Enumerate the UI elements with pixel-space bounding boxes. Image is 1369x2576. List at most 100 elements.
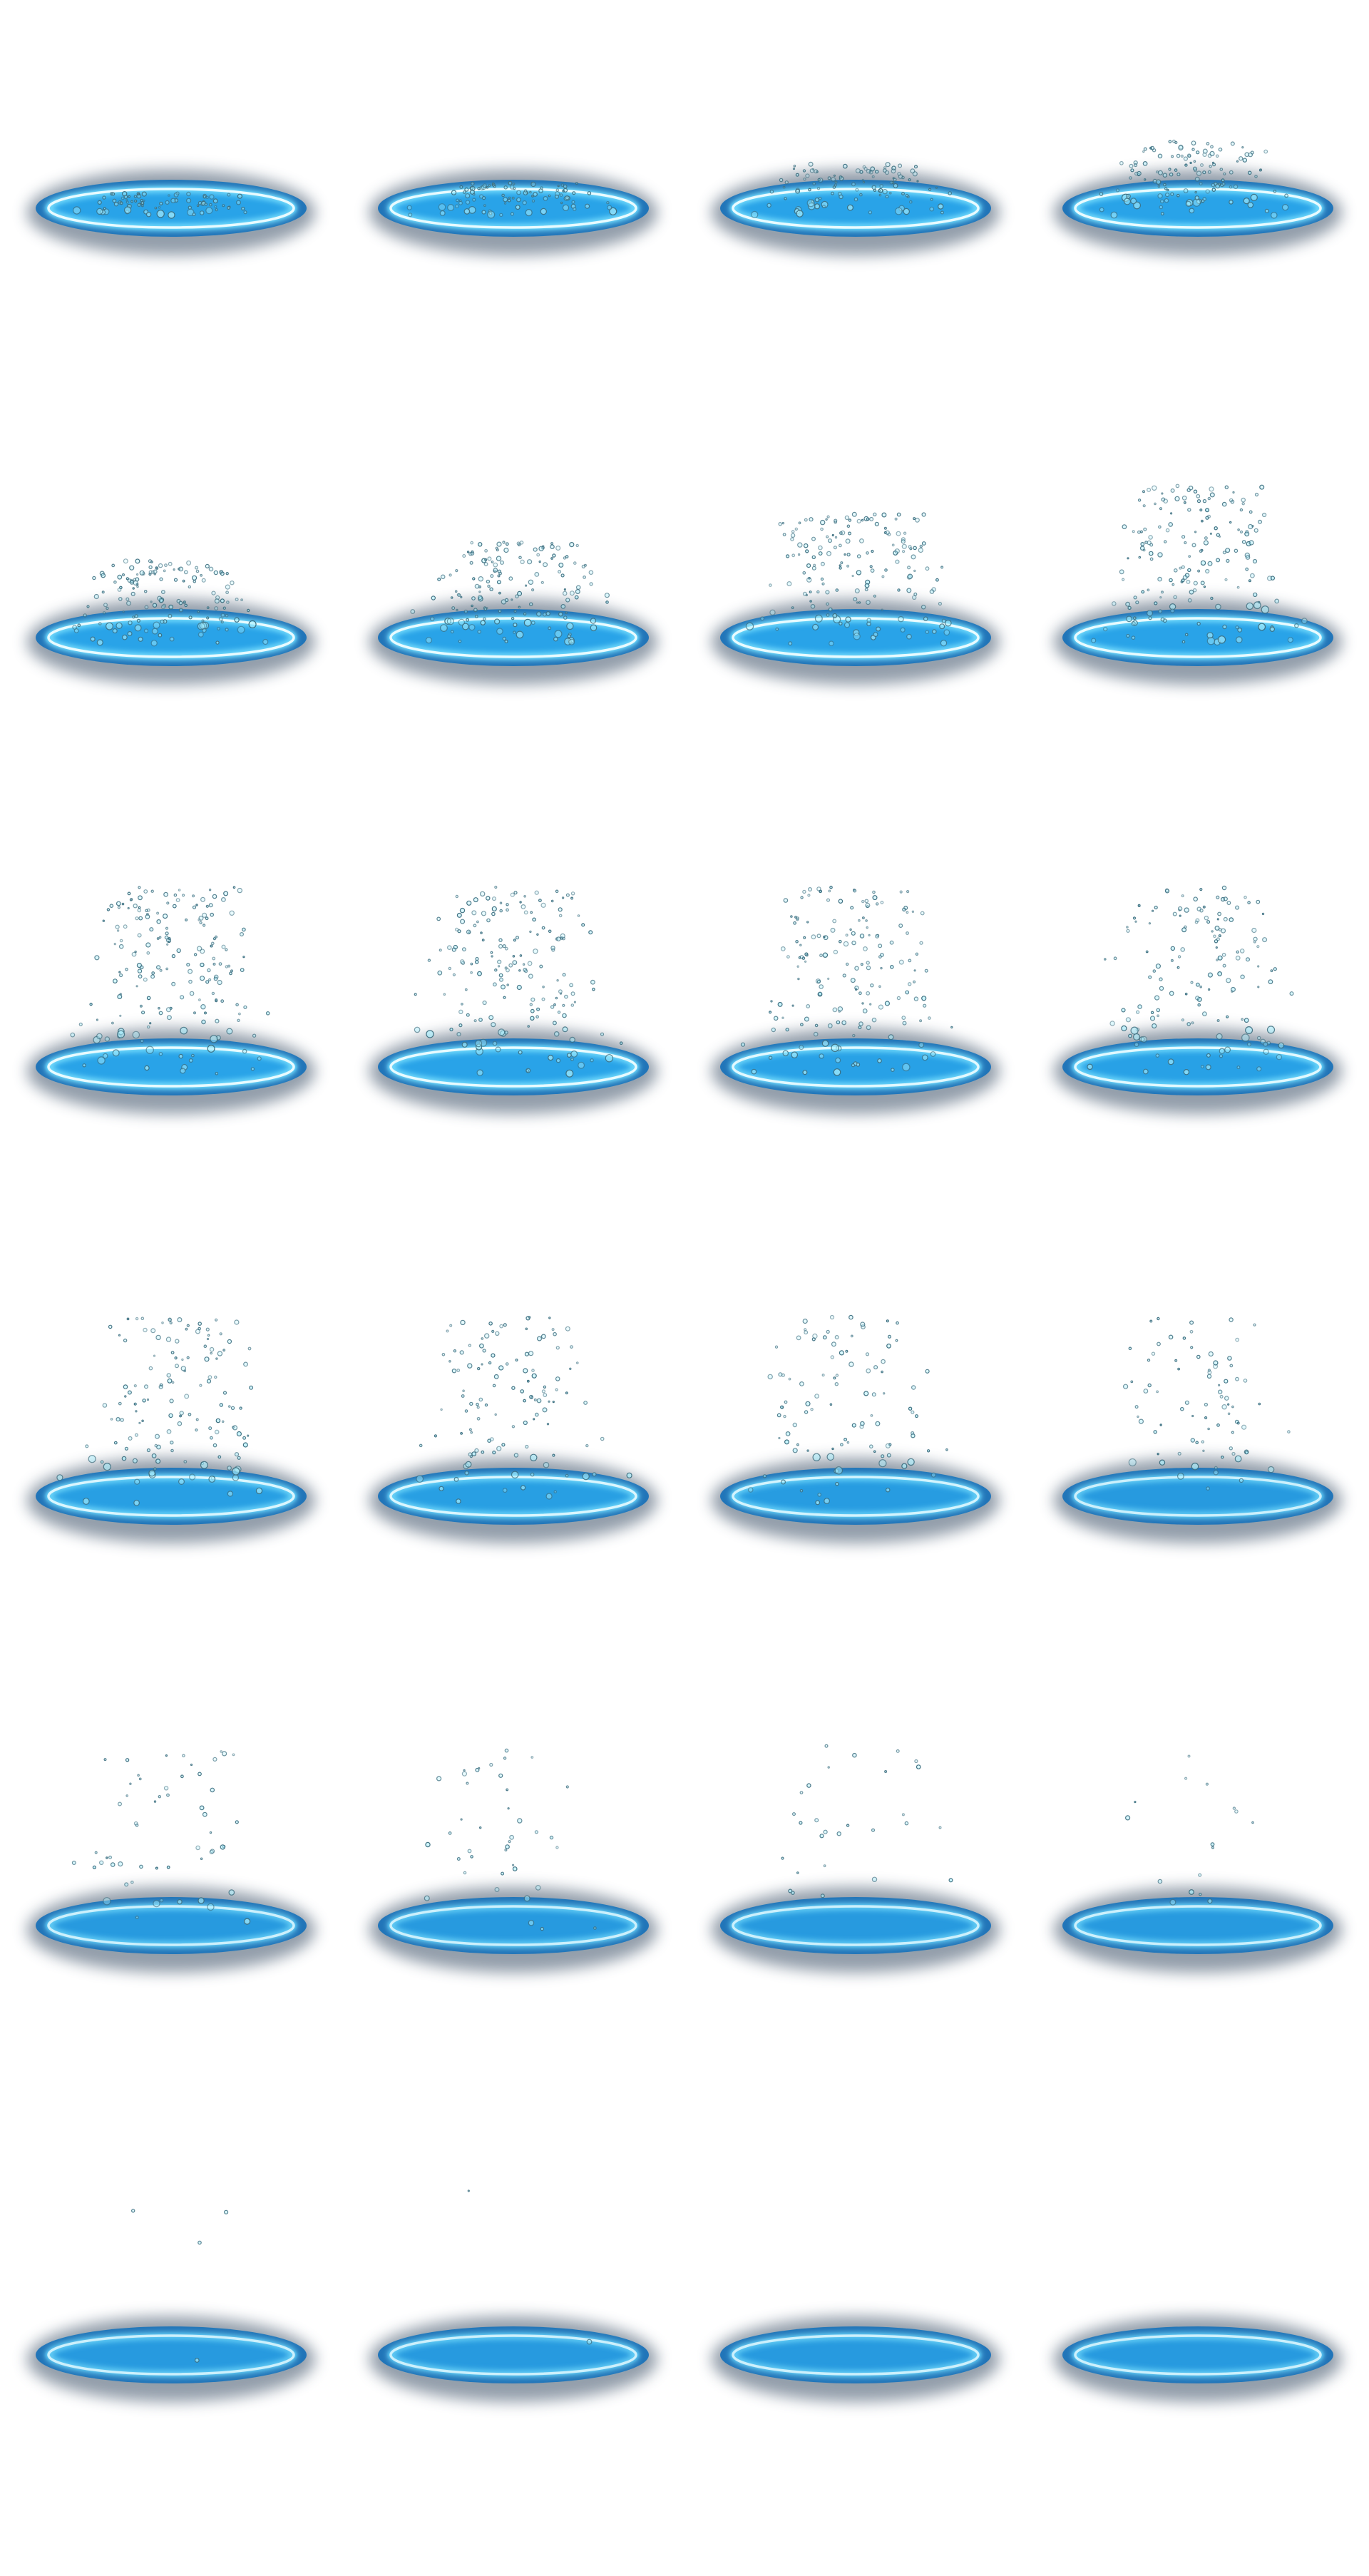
bubble	[583, 1401, 588, 1405]
bubble	[73, 628, 79, 633]
bubble	[156, 937, 160, 940]
bubble	[225, 571, 229, 576]
bubble	[570, 1345, 573, 1349]
bubble	[829, 885, 833, 889]
bubble	[466, 1782, 469, 1785]
bubble	[1191, 148, 1195, 151]
bubble	[928, 188, 932, 191]
bubble	[491, 955, 493, 958]
bubble	[441, 1353, 446, 1356]
bubble	[1123, 1384, 1129, 1389]
bubble	[826, 1329, 830, 1334]
bubble	[878, 955, 882, 959]
bubble	[826, 535, 829, 538]
bubble	[1267, 1466, 1275, 1473]
bubble	[558, 914, 563, 918]
bubble	[1248, 510, 1253, 514]
bubble	[553, 636, 558, 642]
bubble	[834, 536, 838, 539]
bubble	[440, 1408, 443, 1411]
bubble	[159, 577, 163, 581]
bubble	[1246, 1042, 1251, 1047]
bubble	[833, 949, 839, 955]
bubble	[914, 1759, 918, 1764]
bubble	[490, 574, 494, 578]
bubble	[851, 940, 856, 946]
bubble	[818, 551, 823, 556]
bubble	[535, 1015, 539, 1019]
bubble-particles	[414, 885, 623, 1078]
bubble	[179, 1414, 183, 1418]
bubble	[1142, 150, 1145, 153]
bubble	[1183, 1069, 1190, 1075]
bubble	[779, 178, 784, 183]
bubble	[466, 929, 471, 935]
bubble	[1209, 532, 1212, 535]
bubble	[884, 1769, 888, 1773]
bubble	[131, 951, 137, 957]
bubble	[1235, 636, 1243, 643]
bubble	[896, 512, 901, 517]
bubble	[151, 628, 158, 635]
bubble	[781, 1016, 784, 1019]
bubble	[901, 192, 905, 196]
bubble	[816, 934, 821, 939]
bubble	[230, 969, 234, 973]
bubble	[1195, 982, 1200, 987]
bubble	[103, 603, 108, 608]
bubble	[814, 1394, 820, 1399]
bubble	[586, 2339, 593, 2345]
bubble	[809, 168, 815, 173]
bubble	[178, 889, 181, 891]
bubble	[1250, 573, 1255, 578]
bubble	[894, 517, 898, 521]
bubble	[1112, 601, 1117, 606]
bubble	[884, 568, 888, 572]
bubble	[1236, 950, 1239, 954]
portal-disc	[730, 1475, 981, 1518]
bubble	[563, 588, 566, 591]
bubble	[451, 606, 456, 610]
bubble	[834, 183, 837, 187]
bubble	[473, 608, 478, 613]
bubble	[1235, 1337, 1240, 1342]
bubble	[92, 1865, 96, 1869]
bubble	[164, 935, 169, 940]
bubble	[452, 973, 456, 976]
bubble	[178, 608, 183, 613]
bubble	[110, 1417, 113, 1421]
bubble	[543, 562, 548, 568]
bubble	[919, 1019, 923, 1023]
bubble	[1264, 208, 1269, 213]
bubble	[517, 1818, 523, 1824]
bubble	[781, 1856, 784, 1860]
bubble	[476, 1069, 483, 1076]
bubble	[117, 587, 122, 592]
bubble	[1217, 911, 1222, 916]
bubble	[163, 1786, 169, 1791]
bubble	[1134, 920, 1137, 923]
bubble	[1215, 154, 1219, 158]
bubble	[134, 199, 138, 203]
bubble	[174, 1356, 178, 1360]
bubble	[548, 194, 551, 198]
bubble	[799, 1821, 803, 1825]
bubble	[501, 984, 506, 990]
bubble	[468, 1428, 472, 1431]
bubble	[499, 1324, 503, 1329]
bubble	[1192, 166, 1197, 171]
bubble	[558, 570, 562, 574]
bubble	[906, 911, 909, 914]
bubble	[215, 1418, 221, 1424]
bubble	[1224, 578, 1228, 581]
bubble	[478, 1343, 484, 1349]
bubble	[232, 886, 236, 889]
bubble	[1278, 1042, 1285, 1049]
bubble	[1134, 1800, 1137, 1804]
bubble	[1126, 193, 1132, 199]
bubble	[456, 1369, 461, 1372]
bubble	[1205, 508, 1210, 513]
bubble	[1233, 184, 1239, 190]
bubble	[796, 1335, 801, 1341]
bubble	[1103, 627, 1108, 632]
